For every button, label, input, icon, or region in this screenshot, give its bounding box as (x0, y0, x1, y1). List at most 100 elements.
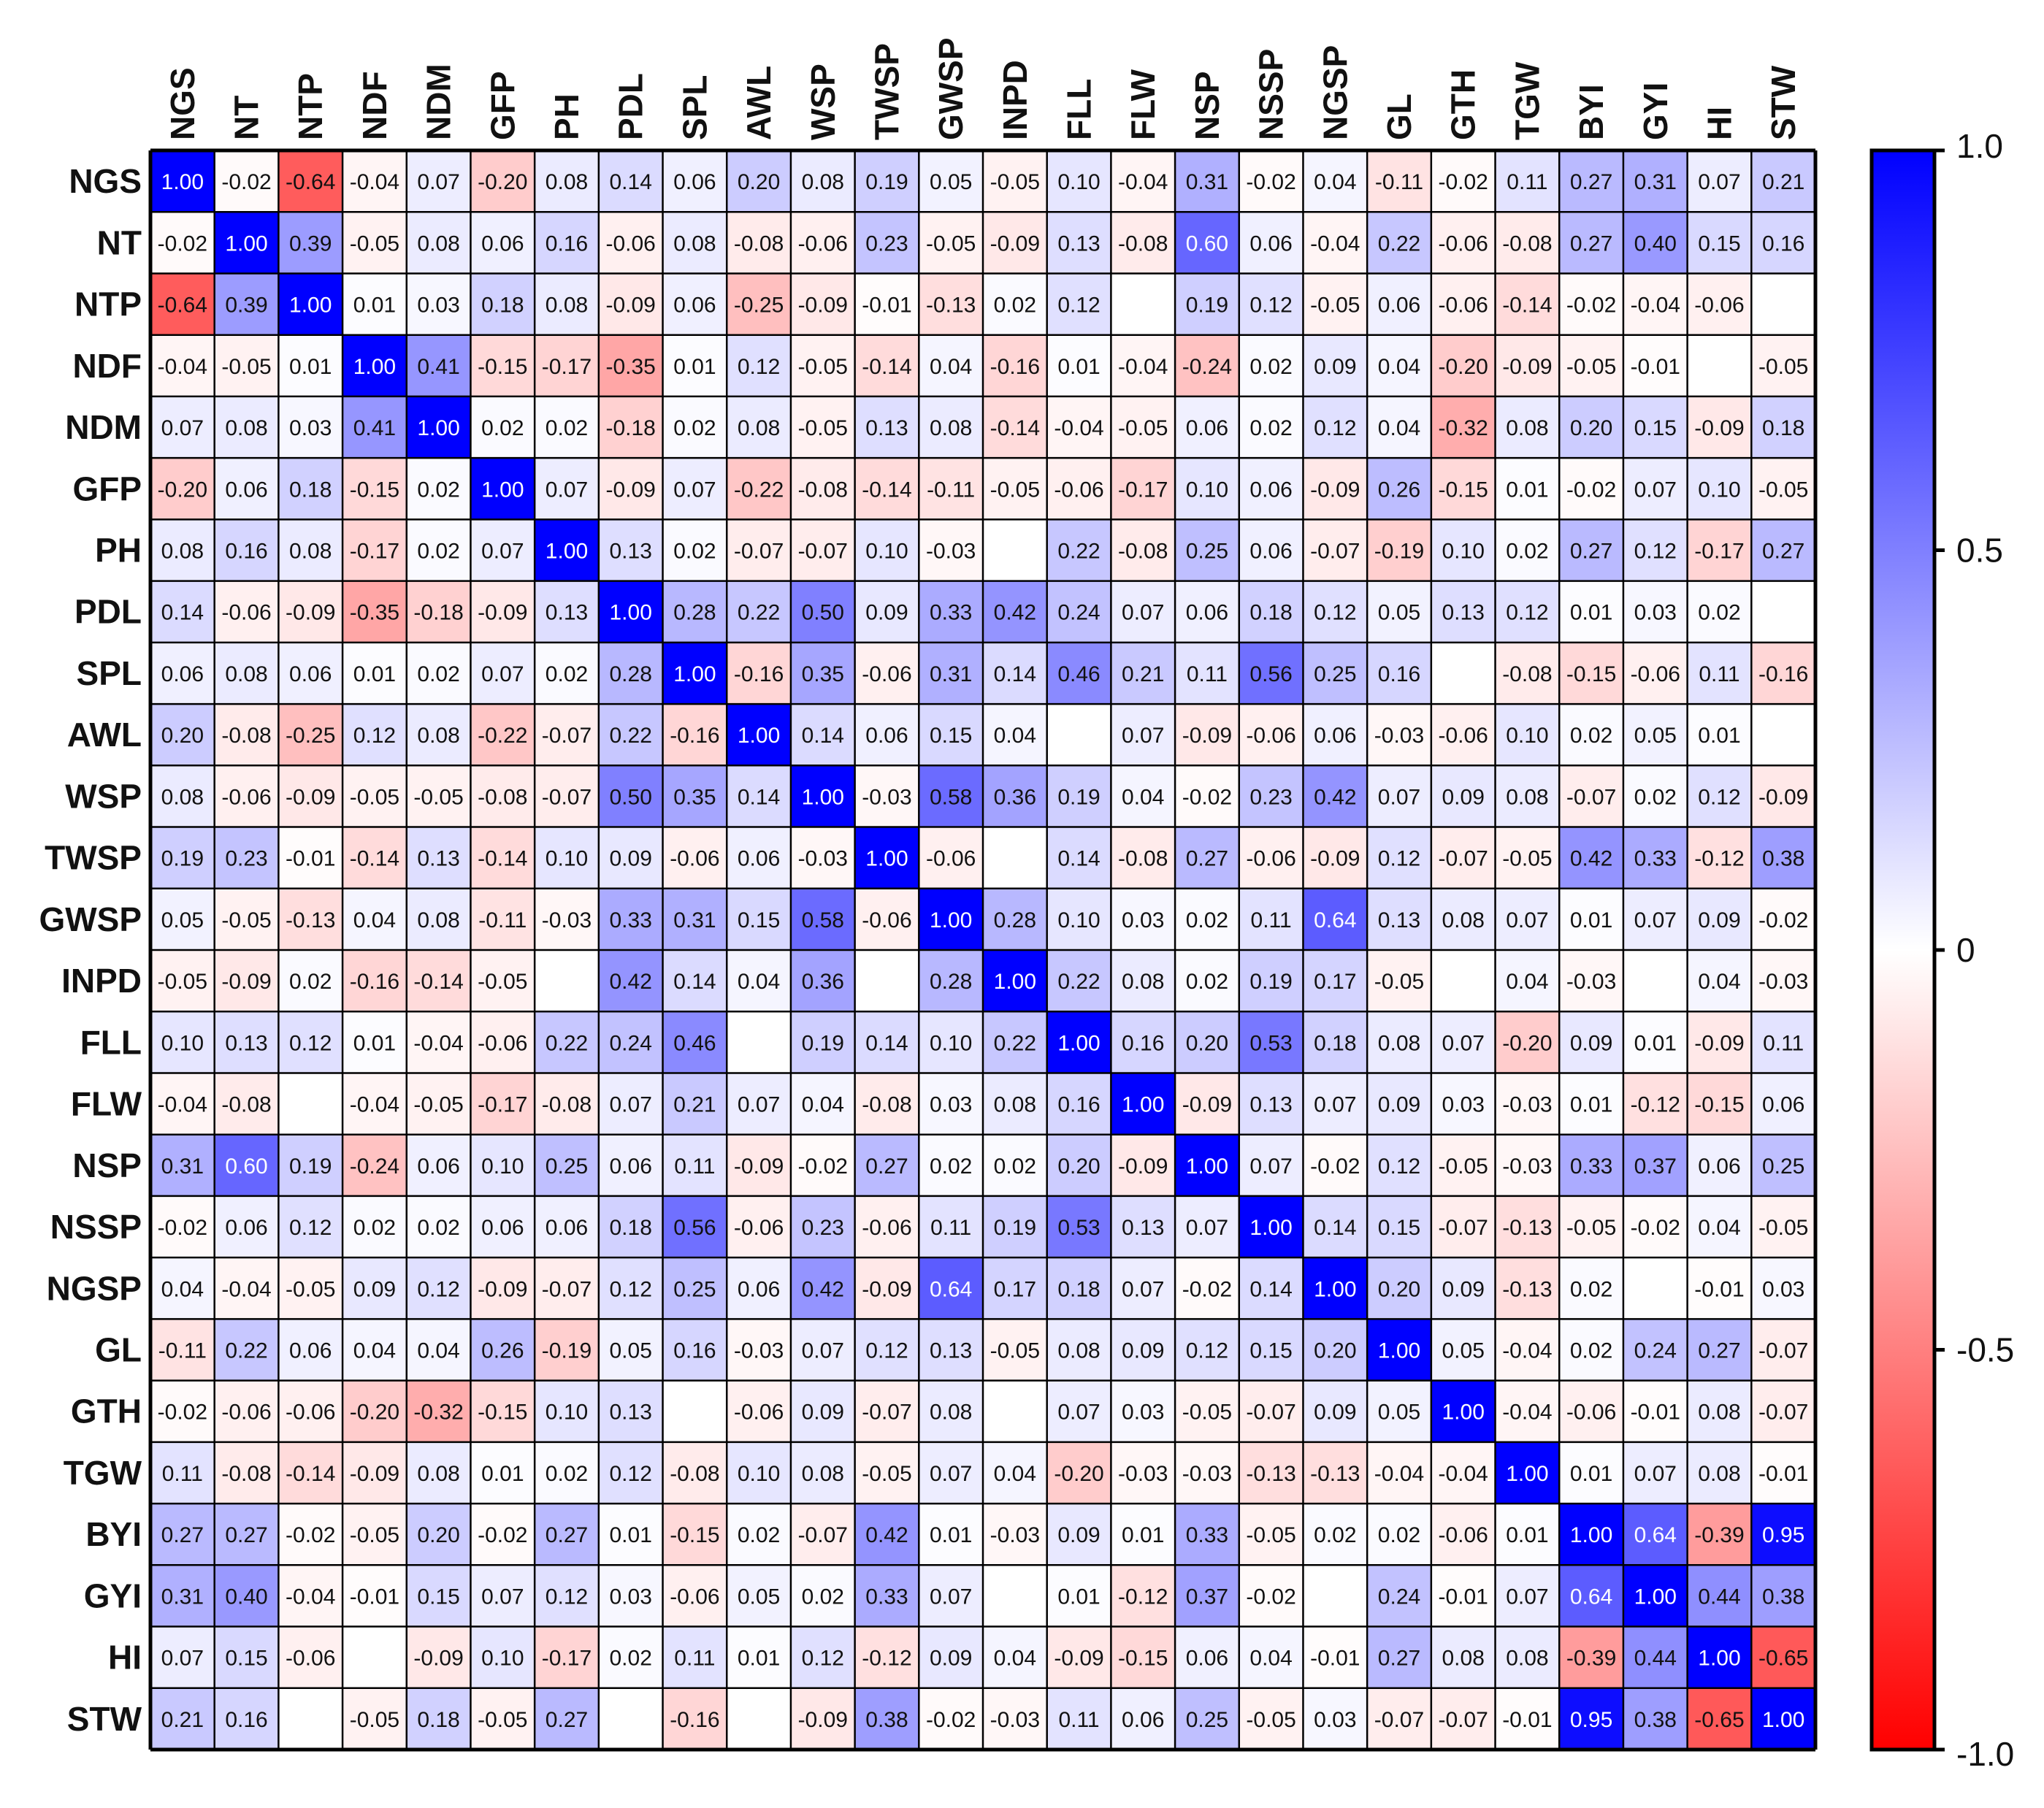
cell-value-label: 0.31 (673, 908, 716, 932)
heatmap-cell-awl-ngsp (1303, 704, 1368, 766)
cell-value-label: -0.07 (1438, 1708, 1488, 1732)
cell-value-label: -0.05 (1246, 1523, 1295, 1547)
heatmap-cell-ngsp-fll (1046, 1257, 1111, 1319)
heatmap-cell-wsp-hi (1687, 765, 1752, 827)
cell-value-label: 0.04 (1698, 1216, 1740, 1240)
cell-value-label: 0.33 (1570, 1154, 1612, 1179)
cell-value-label: 0.04 (1122, 785, 1164, 809)
heatmap-cell-awl-inpd (983, 704, 1047, 766)
cell-value-label: 0.42 (865, 1523, 908, 1547)
cell-value-label: -0.15 (1566, 662, 1616, 686)
cell-value-label: 0.01 (289, 355, 332, 379)
heatmap-cell-fll-gyi (1623, 1011, 1688, 1073)
heatmap-cell-gth-ndf (342, 1380, 407, 1442)
heatmap-cell-gl-ndf (342, 1319, 407, 1381)
cell-value-label: 0.07 (673, 478, 716, 502)
cell-value-label: 0.56 (673, 1216, 716, 1240)
cell-value-label: 0.23 (865, 231, 908, 256)
cell-value-label: 0.08 (1057, 1339, 1100, 1363)
heatmap-cell-gyi-ngsp (1303, 1565, 1368, 1627)
heatmap-cell-fll-ndf (342, 1011, 407, 1073)
cell-value-label: 0.13 (930, 1339, 972, 1363)
heatmap-cell-spl-ngs (150, 642, 215, 705)
cell-value-label: 0.05 (1378, 1401, 1420, 1425)
cell-value-label: 0.14 (161, 601, 204, 625)
heatmap-cell-fll-awl (727, 1011, 791, 1073)
heatmap-cell-ndm-ndf (342, 396, 407, 459)
cell-value-label: 0.02 (417, 1216, 459, 1240)
heatmap-cell-pdl-gwsp (919, 581, 983, 643)
cell-value-label: -0.04 (1374, 1462, 1424, 1486)
cell-value-label: -0.05 (1438, 1154, 1488, 1179)
cell-value-label: 0.02 (417, 478, 459, 502)
cell-value-label: -0.07 (862, 1401, 911, 1425)
heatmap-cell-gwsp-awl (727, 888, 791, 950)
heatmap-cell-gl-nt (214, 1319, 279, 1381)
heatmap-cell-hi-ntp (278, 1626, 343, 1688)
cell-value-label: -0.01 (286, 847, 335, 871)
heatmap-cell-flw-ngsp (1303, 1073, 1368, 1135)
heatmap-cell-gwsp-nsp (1175, 888, 1239, 950)
cell-value-label: 0.12 (353, 724, 396, 748)
heatmap-cell-byi-wsp (790, 1504, 855, 1566)
cell-value-label: 0.02 (1506, 540, 1548, 564)
heatmap-cell-twsp-fll (1046, 827, 1111, 889)
heatmap-cell-twsp-nt (214, 827, 279, 889)
heatmap-cell-awl-gwsp (919, 704, 983, 766)
heatmap-cell-flw-ph (535, 1073, 599, 1135)
cell-value-label: -0.25 (286, 724, 335, 748)
cell-value-label: -0.09 (286, 601, 335, 625)
cell-value-label: -0.14 (990, 416, 1040, 440)
heatmap-cell-ph-nsp (1175, 519, 1239, 581)
row-label-gth: GTH (71, 1393, 142, 1430)
heatmap-cell-inpd-nt (214, 950, 279, 1012)
heatmap-cell-tgw-inpd (983, 1441, 1047, 1504)
heatmap-cell-gwsp-fll (1046, 888, 1111, 950)
cell-value-label: -0.07 (1374, 1708, 1424, 1732)
cell-value-label: 0.01 (1506, 1523, 1548, 1547)
cell-value-label: 0.06 (738, 1277, 780, 1301)
heatmap-cell-twsp-gyi (1623, 827, 1688, 889)
cell-value-label: 0.01 (1122, 1523, 1164, 1547)
heatmap-cell-pdl-stw (1751, 581, 1815, 643)
heatmap-cell-gfp-ntp (278, 458, 343, 520)
column-label-ndf: NDF (356, 71, 394, 140)
heatmap-cell-gl-inpd (983, 1319, 1047, 1381)
cell-value-label: 0.37 (1186, 1585, 1228, 1609)
heatmap-cell-spl-byi (1559, 642, 1623, 705)
cell-value-label: 0.06 (1186, 1647, 1228, 1671)
heatmap-cell-nssp-awl (727, 1195, 791, 1258)
row-label-inpd: INPD (61, 962, 142, 1000)
heatmap-cell-ntp-flw (1111, 273, 1176, 335)
heatmap-cell-gwsp-wsp (790, 888, 855, 950)
heatmap-cell-ph-ngsp (1303, 519, 1368, 581)
heatmap-cell-hi-twsp (854, 1626, 919, 1688)
cell-value-label: -0.09 (1758, 785, 1808, 809)
cell-value-label: 0.28 (930, 970, 972, 994)
cell-value-label: 0.46 (673, 1031, 716, 1055)
colorbar: 1.0 0.5 0 -0.5 -1.0 (1869, 127, 2014, 1773)
heatmap-cell-awl-pdl (598, 704, 663, 766)
cell-value-label: -0.02 (1182, 1277, 1232, 1301)
heatmap-cell-ndf-ph (535, 334, 599, 397)
cell-value-label: 0.18 (1762, 416, 1804, 440)
heatmap-cell-wsp-gth (1431, 765, 1496, 827)
cell-value-label: 0.07 (1634, 1462, 1677, 1486)
cell-value-label: -0.04 (221, 1277, 271, 1301)
cell-value-label: 0.27 (546, 1523, 588, 1547)
heatmap-cell-hi-stw (1751, 1626, 1815, 1688)
cell-value-label: 0.40 (225, 1585, 267, 1609)
cell-value-label: 0.04 (1698, 970, 1740, 994)
cell-value-label: 0.22 (609, 724, 651, 748)
heatmap-cell-nt-nt (214, 212, 279, 274)
heatmap-cell-stw-spl (662, 1688, 727, 1750)
heatmap-cell-gfp-hi (1687, 458, 1752, 520)
cell-value-label: 1.00 (994, 970, 1036, 994)
heatmap-cell-nsp-nsp (1175, 1134, 1239, 1196)
heatmap-cell-byi-gl (1367, 1504, 1431, 1566)
heatmap-cell-ntp-fll (1046, 273, 1111, 335)
heatmap-cell-wsp-stw (1751, 765, 1815, 827)
heatmap-cell-gfp-gl (1367, 458, 1431, 520)
row-label-spl: SPL (77, 654, 142, 692)
heatmap-cell-ngsp-ntp (278, 1257, 343, 1319)
